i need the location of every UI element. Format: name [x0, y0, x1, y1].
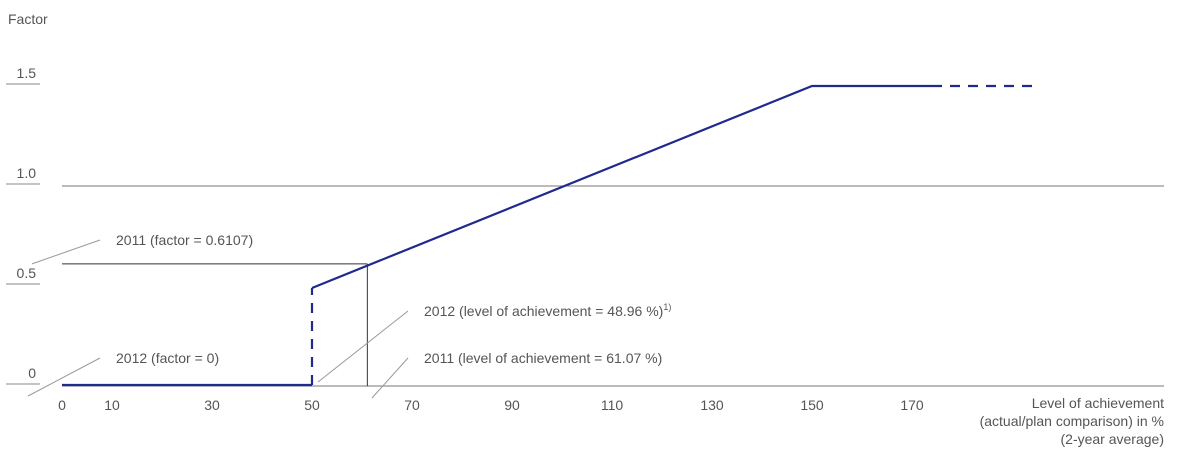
y-axis-label: Factor: [8, 11, 48, 27]
annotation-text: 2012 (level of achievement = 48.96 %)1): [424, 302, 671, 319]
x-tick-label: 150: [800, 397, 824, 413]
axis-ticks: 0 0.5 1.0 1.5 0 10 30 50 70 90 110 130 150 170: [6, 65, 924, 413]
x-tick-label: 90: [504, 397, 520, 413]
x-tick-label: 130: [700, 397, 724, 413]
x-tick-label: 10: [104, 397, 120, 413]
series-factor: [62, 84, 1032, 387]
annotations: 2011 (factor = 0.6107) 2012 (factor = 0) 2…: [27, 232, 671, 399]
y-tick-label: 0: [28, 365, 36, 381]
y-tick-label: 1.5: [17, 65, 37, 81]
annotation-leader-line: [31, 239, 101, 265]
series-line-segment-solid: [311, 84, 932, 290]
x-axis-label-line-2: (actual/plan comparison) in %: [980, 413, 1164, 429]
reference-lines: [62, 263, 368, 386]
x-tick-label: 170: [900, 397, 924, 413]
y-tick-label: 1.0: [17, 165, 37, 181]
x-tick-label: 70: [404, 397, 420, 413]
annotation-text: 2012 (factor = 0): [116, 350, 219, 366]
annotation-text: 2011 (factor = 0.6107): [116, 232, 253, 248]
x-tick-label: 50: [304, 397, 320, 413]
x-tick-label: 30: [204, 397, 220, 413]
x-axis-label-line-1: Level of achievement: [1032, 395, 1164, 411]
x-axis-label-line-3: (2-year average): [1061, 431, 1165, 447]
x-tick-label: 0: [58, 397, 66, 413]
x-tick-label: 110: [601, 397, 624, 413]
annotation-leader-line: [317, 310, 409, 383]
annotation-footnote-marker: 1): [663, 302, 671, 312]
annotation-text: 2011 (level of achievement = 61.07 %): [424, 350, 662, 366]
y-tick-label: 0.5: [17, 265, 37, 281]
annotation-leader-line: [371, 357, 409, 399]
annotation-leader-line: [27, 357, 101, 397]
